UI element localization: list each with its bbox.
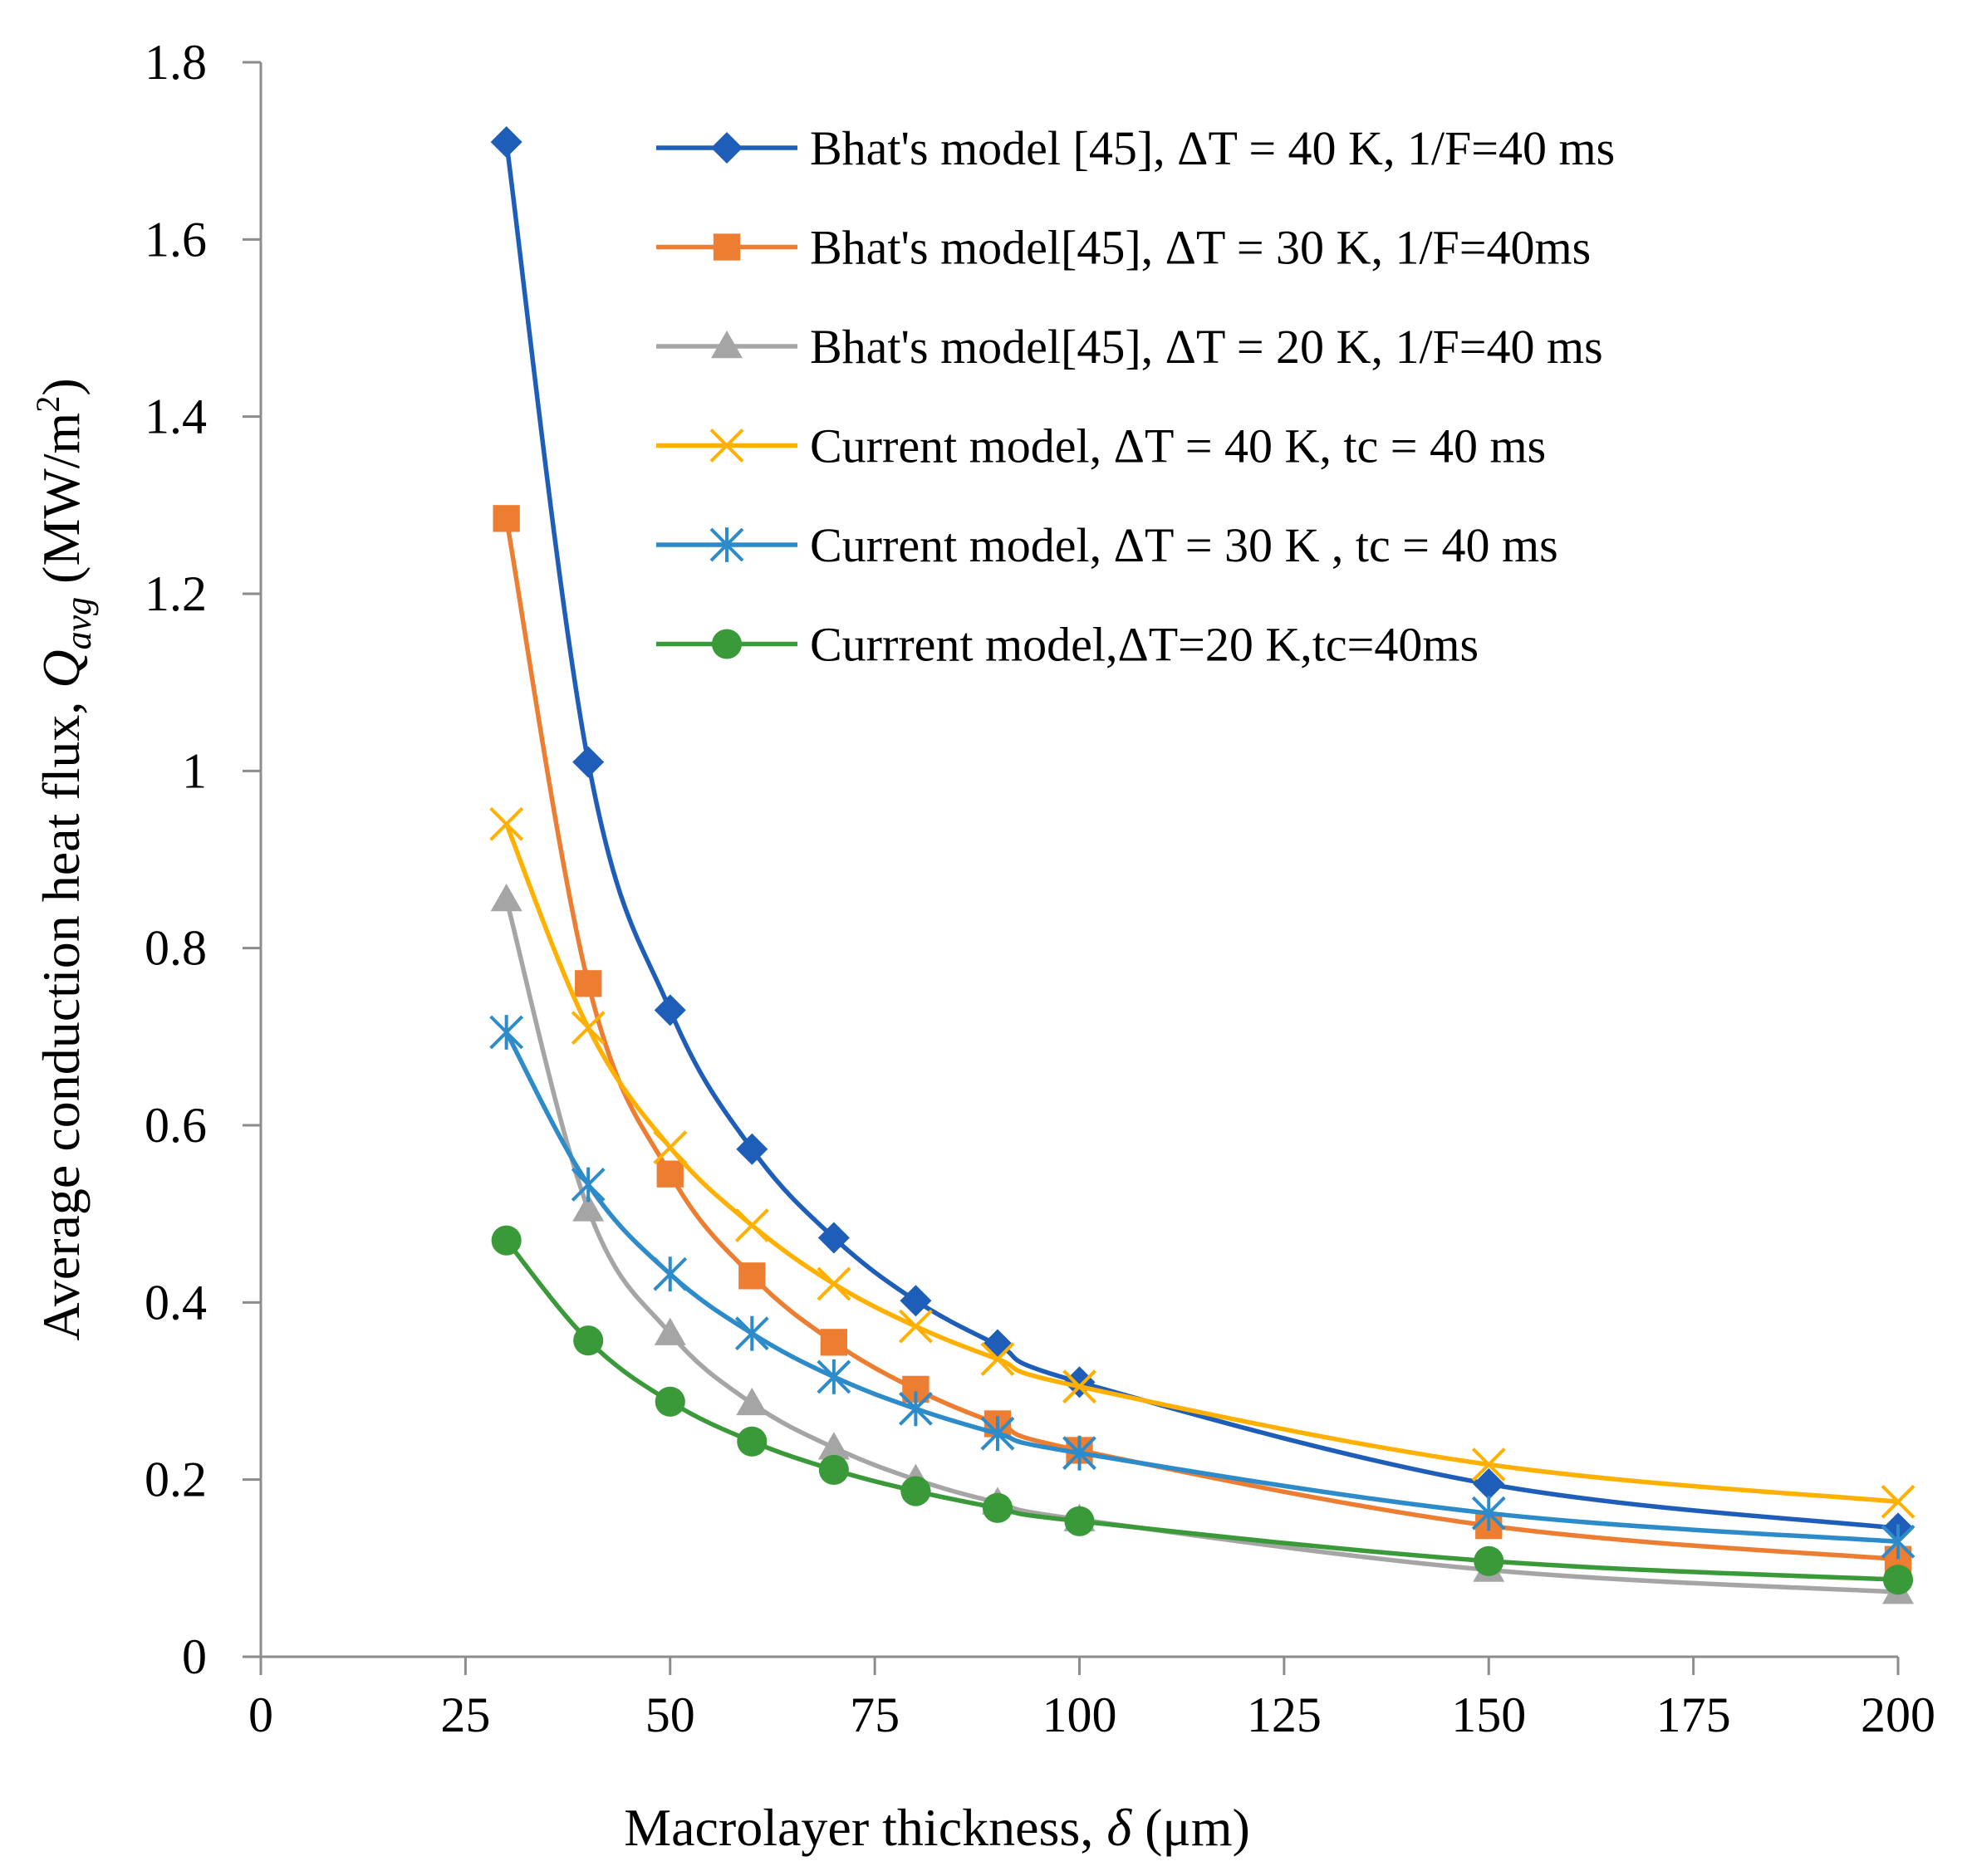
y-tick-label: 1.2 xyxy=(145,566,207,621)
data-point xyxy=(572,746,605,778)
data-point xyxy=(1474,1545,1504,1576)
series-layer xyxy=(489,126,1915,1604)
data-point xyxy=(1882,1565,1914,1595)
data-point xyxy=(490,884,522,912)
data-point xyxy=(656,1160,684,1188)
data-point xyxy=(1471,1496,1506,1531)
y-tick-label: 0.2 xyxy=(145,1452,207,1507)
legend-label: Current model, ΔT = 30 K , tc = 40 ms xyxy=(810,518,1558,572)
data-point xyxy=(898,1309,933,1344)
series-1 xyxy=(490,126,1914,1545)
x-ticks: 0 25 50 75 100 125 150 175 200 xyxy=(248,1657,1935,1742)
data-point xyxy=(654,1317,686,1345)
x-axis-title: Macrolayer thickness, δ (μm) xyxy=(624,1798,1250,1857)
y-tick-label: 0 xyxy=(182,1629,207,1684)
data-point xyxy=(817,1359,851,1394)
x-tick-label: 0 xyxy=(248,1687,273,1742)
data-point xyxy=(980,1342,1015,1377)
legend-item: Bhat's model[45], ΔT = 20 K, 1/F=40 ms xyxy=(656,320,1603,374)
legend-label: Bhat's model [45], ΔT = 40 K, 1/F=40 ms xyxy=(810,121,1615,175)
data-point xyxy=(653,1130,688,1165)
data-point xyxy=(489,1015,524,1050)
legend-item: Bhat's model[45], ΔT = 30 K, 1/F=40ms xyxy=(656,221,1591,275)
data-point xyxy=(493,505,520,532)
data-point xyxy=(1473,1468,1505,1500)
data-point xyxy=(736,1387,768,1416)
data-point xyxy=(1064,1506,1095,1536)
y-tick-label: 0.8 xyxy=(145,921,207,976)
y-tick-label: 1.4 xyxy=(145,389,207,444)
y-ticks: 0 0.2 0.4 0.6 0.8 1 1.2 1.4 1.6 1.8 xyxy=(145,35,261,1684)
data-point xyxy=(1062,1369,1096,1404)
legend-marker xyxy=(709,527,744,562)
data-point xyxy=(738,1262,766,1290)
data-point xyxy=(817,1266,851,1301)
data-point xyxy=(1062,1435,1096,1471)
y-tick-label: 1.6 xyxy=(145,212,207,267)
legend-marker xyxy=(711,331,743,359)
y-axis-title: Average conduction heat flux, Qavg (MW/m… xyxy=(29,378,99,1340)
data-point xyxy=(573,1325,604,1356)
data-point xyxy=(489,806,524,841)
y-tick-label: 0.4 xyxy=(145,1275,207,1330)
data-point xyxy=(1471,1447,1506,1482)
data-point xyxy=(1881,1524,1915,1560)
data-point xyxy=(491,1225,522,1256)
data-point xyxy=(982,1492,1013,1523)
x-tick-label: 75 xyxy=(850,1687,900,1742)
legend-marker xyxy=(713,233,741,261)
y-tick-label: 0.6 xyxy=(145,1098,207,1153)
legend-item: Current model, ΔT = 40 K, tc = 40 ms xyxy=(656,419,1546,473)
legend-label: Currrent model,ΔT=20 K,tc=40ms xyxy=(810,618,1479,672)
y-tick-label: 1.8 xyxy=(145,35,207,90)
axes: 0 25 50 75 100 125 150 175 200 0 0.2 0.4 0.6 0.8 1 1.2… xyxy=(145,35,1935,1742)
data-point xyxy=(820,1329,847,1356)
data-point xyxy=(818,1454,849,1485)
legend-label: Current model, ΔT = 40 K, tc = 40 ms xyxy=(810,419,1546,473)
data-point xyxy=(572,1193,605,1222)
data-point xyxy=(734,1208,769,1242)
data-point xyxy=(817,1432,850,1460)
legend-label: Bhat's model[45], ΔT = 30 K, 1/F=40ms xyxy=(810,221,1591,275)
legend-marker xyxy=(711,629,743,659)
legend: Bhat's model [45], ΔT = 40 K, 1/F=40 ms B… xyxy=(656,121,1615,672)
data-point xyxy=(655,1386,685,1417)
legend-marker xyxy=(709,429,744,463)
data-point xyxy=(900,1476,931,1506)
data-point xyxy=(734,1315,769,1351)
data-point xyxy=(898,1391,933,1427)
x-tick-label: 100 xyxy=(1042,1687,1117,1742)
data-point xyxy=(736,1133,768,1165)
legend-item: Current model, ΔT = 30 K , tc = 40 ms xyxy=(656,518,1558,572)
data-point xyxy=(817,1222,850,1254)
legend-item: Bhat's model [45], ΔT = 40 K, 1/F=40 ms xyxy=(656,121,1615,175)
x-tick-label: 200 xyxy=(1861,1687,1935,1742)
data-point xyxy=(653,1256,688,1292)
data-point xyxy=(575,970,602,997)
series-6 xyxy=(491,1225,1914,1595)
x-tick-label: 50 xyxy=(645,1687,695,1742)
x-tick-label: 125 xyxy=(1247,1687,1322,1742)
x-tick-label: 150 xyxy=(1451,1687,1526,1742)
data-point xyxy=(980,1416,1015,1452)
x-tick-label: 25 xyxy=(440,1687,490,1742)
y-tick-label: 1 xyxy=(182,743,207,798)
data-point xyxy=(737,1426,768,1457)
data-point xyxy=(571,1011,606,1046)
data-point xyxy=(490,126,522,158)
data-point xyxy=(571,1167,606,1203)
data-point xyxy=(900,1285,932,1317)
x-tick-label: 175 xyxy=(1656,1687,1731,1742)
legend-marker xyxy=(711,132,743,164)
legend-label: Bhat's model[45], ΔT = 20 K, 1/F=40 ms xyxy=(810,320,1603,374)
series-4 xyxy=(489,806,1915,1519)
data-point xyxy=(654,994,686,1026)
series-5 xyxy=(489,1015,1915,1560)
legend-item: Currrent model,ΔT=20 K,tc=40ms xyxy=(656,618,1479,672)
data-point xyxy=(1881,1484,1915,1519)
